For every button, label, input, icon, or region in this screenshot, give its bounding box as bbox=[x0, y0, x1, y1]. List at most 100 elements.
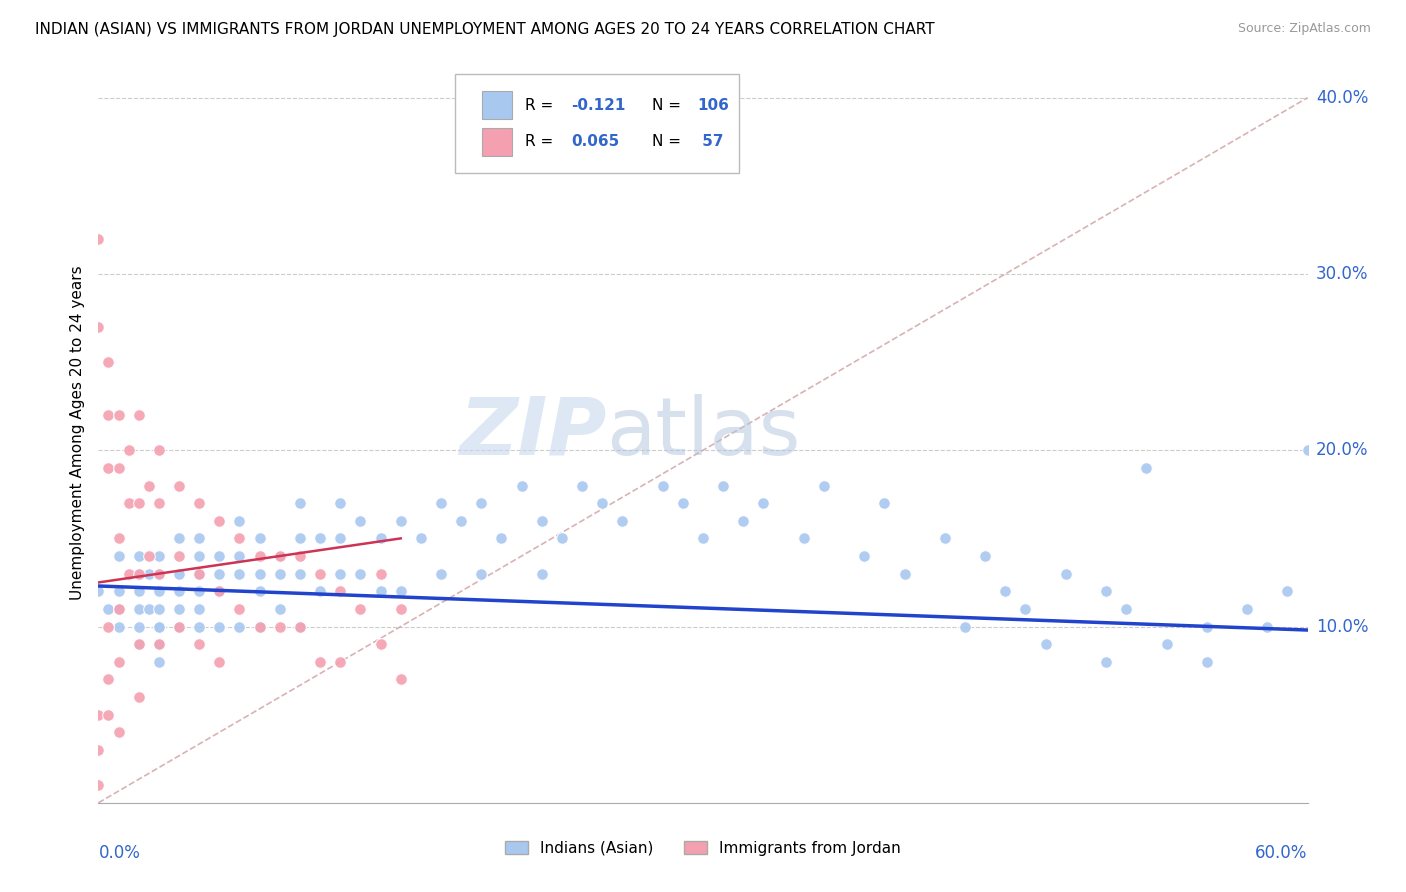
Point bbox=[97, 461, 120, 475]
Point bbox=[87, 319, 110, 334]
Point bbox=[107, 549, 129, 563]
Point bbox=[167, 619, 190, 633]
Point bbox=[853, 549, 876, 563]
Point bbox=[249, 584, 271, 599]
Point bbox=[107, 602, 129, 616]
Point bbox=[128, 619, 150, 633]
Point bbox=[87, 778, 110, 792]
Point bbox=[994, 584, 1017, 599]
Text: R =: R = bbox=[526, 134, 558, 149]
Point bbox=[793, 532, 815, 546]
Point bbox=[128, 584, 150, 599]
Point bbox=[167, 584, 190, 599]
Legend: Indians (Asian), Immigrants from Jordan: Indians (Asian), Immigrants from Jordan bbox=[499, 835, 907, 862]
Point bbox=[813, 478, 835, 492]
Point bbox=[893, 566, 915, 581]
Point bbox=[288, 619, 311, 633]
Point bbox=[228, 602, 250, 616]
Text: Source: ZipAtlas.com: Source: ZipAtlas.com bbox=[1237, 22, 1371, 36]
Point bbox=[1236, 602, 1258, 616]
Point bbox=[288, 566, 311, 581]
Point bbox=[148, 566, 170, 581]
Text: 60.0%: 60.0% bbox=[1256, 844, 1308, 862]
Point bbox=[389, 602, 412, 616]
Point bbox=[672, 496, 695, 510]
Text: 0.0%: 0.0% bbox=[98, 844, 141, 862]
Point bbox=[107, 602, 129, 616]
Point bbox=[370, 532, 392, 546]
Point bbox=[329, 496, 352, 510]
Point bbox=[97, 707, 120, 722]
Point bbox=[389, 584, 412, 599]
Point bbox=[571, 478, 593, 492]
Point bbox=[370, 566, 392, 581]
Text: N =: N = bbox=[652, 134, 686, 149]
Point bbox=[733, 514, 755, 528]
Point bbox=[1115, 602, 1137, 616]
Point bbox=[107, 408, 129, 422]
Point bbox=[167, 602, 190, 616]
Point bbox=[188, 566, 211, 581]
Point bbox=[148, 619, 170, 633]
Point bbox=[430, 566, 453, 581]
Point bbox=[128, 496, 150, 510]
Point bbox=[1296, 443, 1319, 458]
Point bbox=[530, 514, 553, 528]
Point bbox=[329, 655, 352, 669]
Point bbox=[87, 584, 110, 599]
Point bbox=[470, 566, 492, 581]
Point bbox=[107, 584, 129, 599]
Point bbox=[530, 566, 553, 581]
Point bbox=[167, 619, 190, 633]
Point bbox=[249, 619, 271, 633]
Point bbox=[711, 478, 734, 492]
Point bbox=[148, 637, 170, 651]
Point bbox=[409, 532, 432, 546]
Text: 20.0%: 20.0% bbox=[1316, 442, 1368, 459]
Point bbox=[188, 584, 211, 599]
Point bbox=[188, 602, 211, 616]
Point bbox=[128, 566, 150, 581]
Point bbox=[1195, 655, 1218, 669]
Point bbox=[349, 602, 371, 616]
Point bbox=[188, 496, 211, 510]
Point bbox=[1256, 619, 1278, 633]
Point bbox=[188, 532, 211, 546]
Point bbox=[107, 461, 129, 475]
Point bbox=[510, 478, 533, 492]
Point bbox=[288, 549, 311, 563]
Point bbox=[752, 496, 775, 510]
Text: R =: R = bbox=[526, 98, 558, 113]
Point bbox=[228, 619, 250, 633]
Point bbox=[87, 232, 110, 246]
Point bbox=[208, 619, 231, 633]
Point bbox=[128, 566, 150, 581]
Point bbox=[249, 619, 271, 633]
Point bbox=[107, 725, 129, 739]
Text: N =: N = bbox=[652, 98, 686, 113]
Point bbox=[430, 496, 453, 510]
Point bbox=[389, 514, 412, 528]
Point bbox=[107, 619, 129, 633]
Point bbox=[551, 532, 574, 546]
Point bbox=[208, 584, 231, 599]
Point bbox=[188, 619, 211, 633]
Point bbox=[188, 549, 211, 563]
Point bbox=[118, 566, 141, 581]
Point bbox=[1156, 637, 1178, 651]
Point bbox=[651, 478, 673, 492]
Point bbox=[309, 566, 332, 581]
Text: -0.121: -0.121 bbox=[571, 98, 626, 113]
Point bbox=[87, 707, 110, 722]
Point bbox=[349, 566, 371, 581]
Point bbox=[167, 532, 190, 546]
Point bbox=[1054, 566, 1077, 581]
Point bbox=[138, 478, 160, 492]
Point bbox=[1035, 637, 1057, 651]
Point bbox=[138, 602, 160, 616]
Point bbox=[107, 532, 129, 546]
Point bbox=[974, 549, 997, 563]
Point bbox=[228, 532, 250, 546]
Point bbox=[329, 532, 352, 546]
Point bbox=[228, 514, 250, 528]
